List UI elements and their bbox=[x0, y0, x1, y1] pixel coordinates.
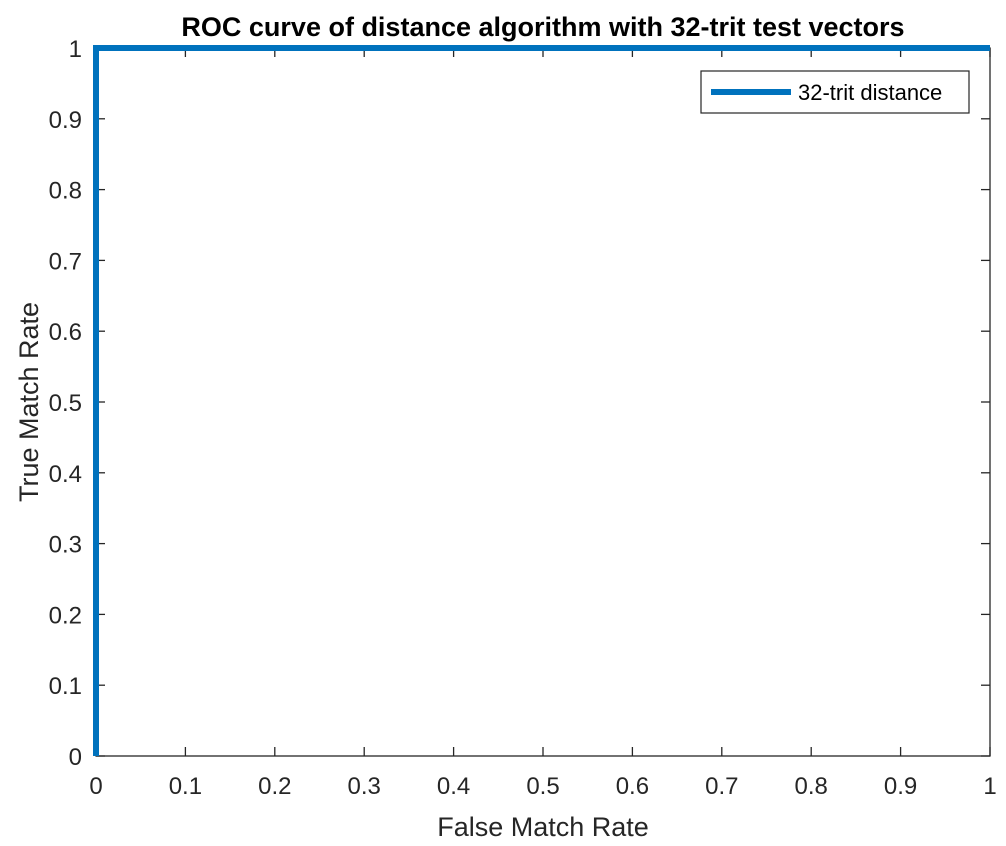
x-tick-label: 0.9 bbox=[884, 773, 917, 800]
y-tick-label: 0.8 bbox=[49, 178, 82, 205]
x-tick-label: 0.4 bbox=[437, 773, 470, 800]
x-tick-label: 1 bbox=[983, 773, 996, 800]
series-line-0 bbox=[93, 45, 990, 756]
x-axis-label: False Match Rate bbox=[437, 812, 649, 842]
y-tick-label: 0 bbox=[69, 744, 82, 771]
x-ticks: 0 0.1 0.2 0.3 0.4 0.5 0.6 0.7 0.8 0.9 1 bbox=[89, 48, 997, 800]
x-tick-label: 0.8 bbox=[795, 773, 828, 800]
legend: 32-trit distance bbox=[700, 70, 970, 114]
y-tick-label: 0.7 bbox=[49, 248, 82, 275]
y-axis-label: True Match Rate bbox=[14, 302, 44, 502]
x-tick-label: 0.7 bbox=[705, 773, 738, 800]
y-tick-label: 0.5 bbox=[49, 390, 82, 417]
x-tick-label: 0 bbox=[89, 773, 102, 800]
y-tick-label: 0.2 bbox=[49, 602, 82, 629]
legend-label-0: 32-trit distance bbox=[798, 80, 942, 105]
series-layer bbox=[93, 45, 990, 756]
y-ticks: 0 0.1 0.2 0.3 0.4 0.5 0.6 0.7 0.8 0.9 1 bbox=[49, 36, 990, 771]
x-tick-label: 0.2 bbox=[258, 773, 291, 800]
y-tick-label: 1 bbox=[69, 36, 82, 63]
x-tick-label: 0.1 bbox=[169, 773, 202, 800]
y-tick-label: 0.6 bbox=[49, 319, 82, 346]
axes-box bbox=[95, 47, 991, 757]
chart-title: ROC curve of distance algorithm with 32-… bbox=[181, 12, 904, 42]
y-tick-label: 0.1 bbox=[49, 673, 82, 700]
x-tick-label: 0.6 bbox=[616, 773, 649, 800]
y-tick-label: 0.4 bbox=[49, 461, 82, 488]
plot-area-frame bbox=[95, 47, 991, 757]
y-tick-label: 0.3 bbox=[49, 532, 82, 559]
x-tick-label: 0.3 bbox=[348, 773, 381, 800]
y-tick-label: 0.9 bbox=[49, 107, 82, 134]
x-tick-label: 0.5 bbox=[526, 773, 559, 800]
